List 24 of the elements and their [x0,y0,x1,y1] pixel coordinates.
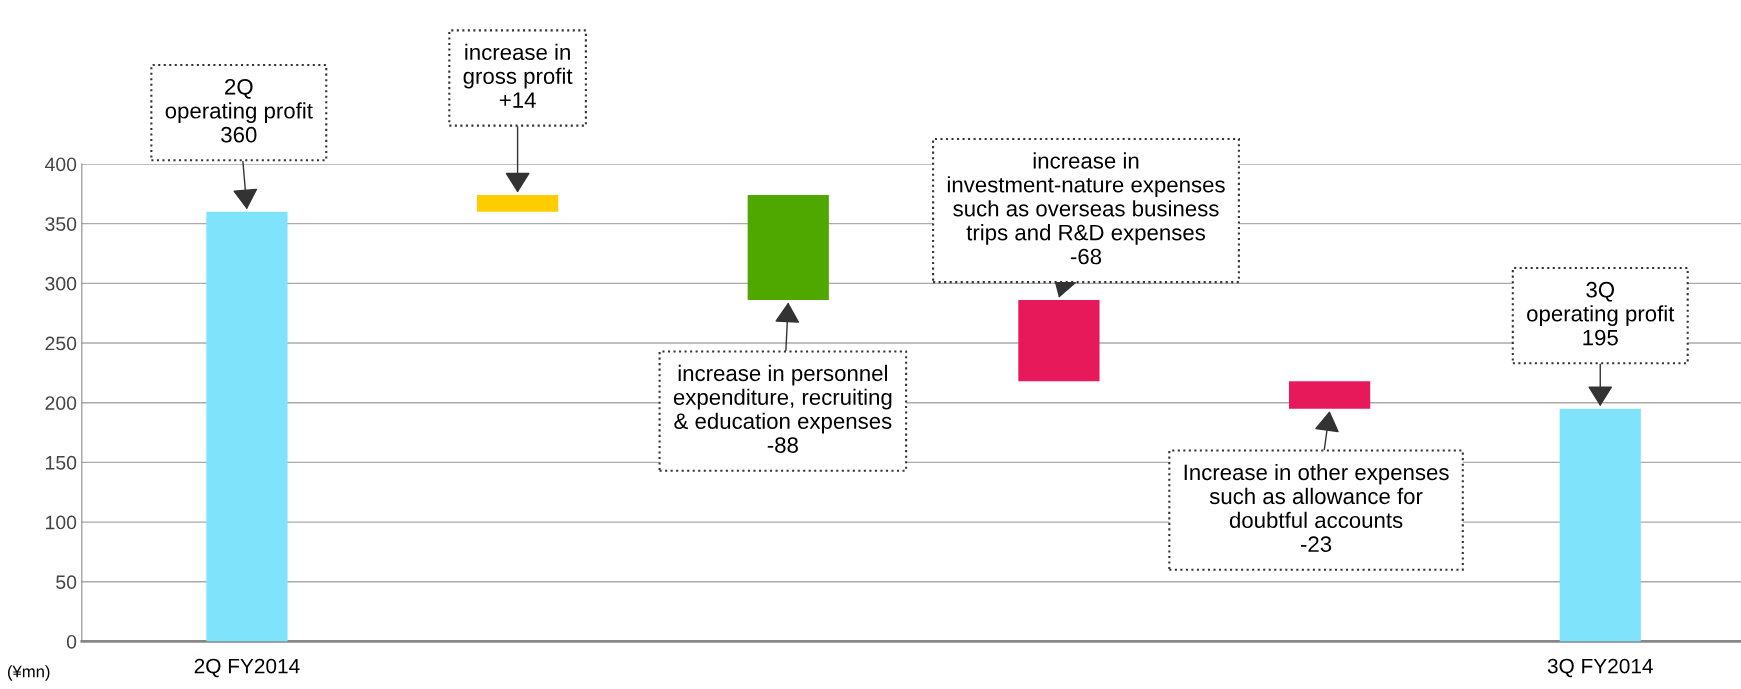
y-axis-title: (¥mn) [8,665,50,681]
y-tick-label: 50 [56,575,77,590]
x-tick-label: 2Q FY2014 [194,658,300,678]
annotation: Increase in other expenses such as allowance for doubtful accounts -23 [1184,463,1449,553]
y-tick-label: 300 [45,276,77,291]
annotation: increase in gross profit +14 [463,43,573,108]
y-tick-label: 250 [45,336,77,351]
y-tick-label: 400 [44,157,77,172]
y-tick-label: 200 [45,396,77,410]
bar [1559,408,1641,642]
y-tick-label: 100 [46,515,77,530]
bar [747,195,829,301]
y-tick-label: 0 [66,634,77,649]
y-tick-label: 150 [46,455,77,470]
x-tick-label: 3Q FY2014 [1547,658,1653,678]
bar [477,195,559,212]
annotation: 2Q operating profit 360 [165,78,313,143]
annotation: increase in personnel expenditure, recruiting & education expenses -88 [673,364,892,453]
bar [1288,381,1371,409]
bar [206,211,288,642]
annotation: increase in investment-nature expenses such as overseas business trips and R&D expenses -68 [947,152,1225,265]
bar [1018,300,1100,382]
annotation: 3Q operating profit 195 [1527,281,1675,346]
y-tick-label: 350 [45,217,77,231]
